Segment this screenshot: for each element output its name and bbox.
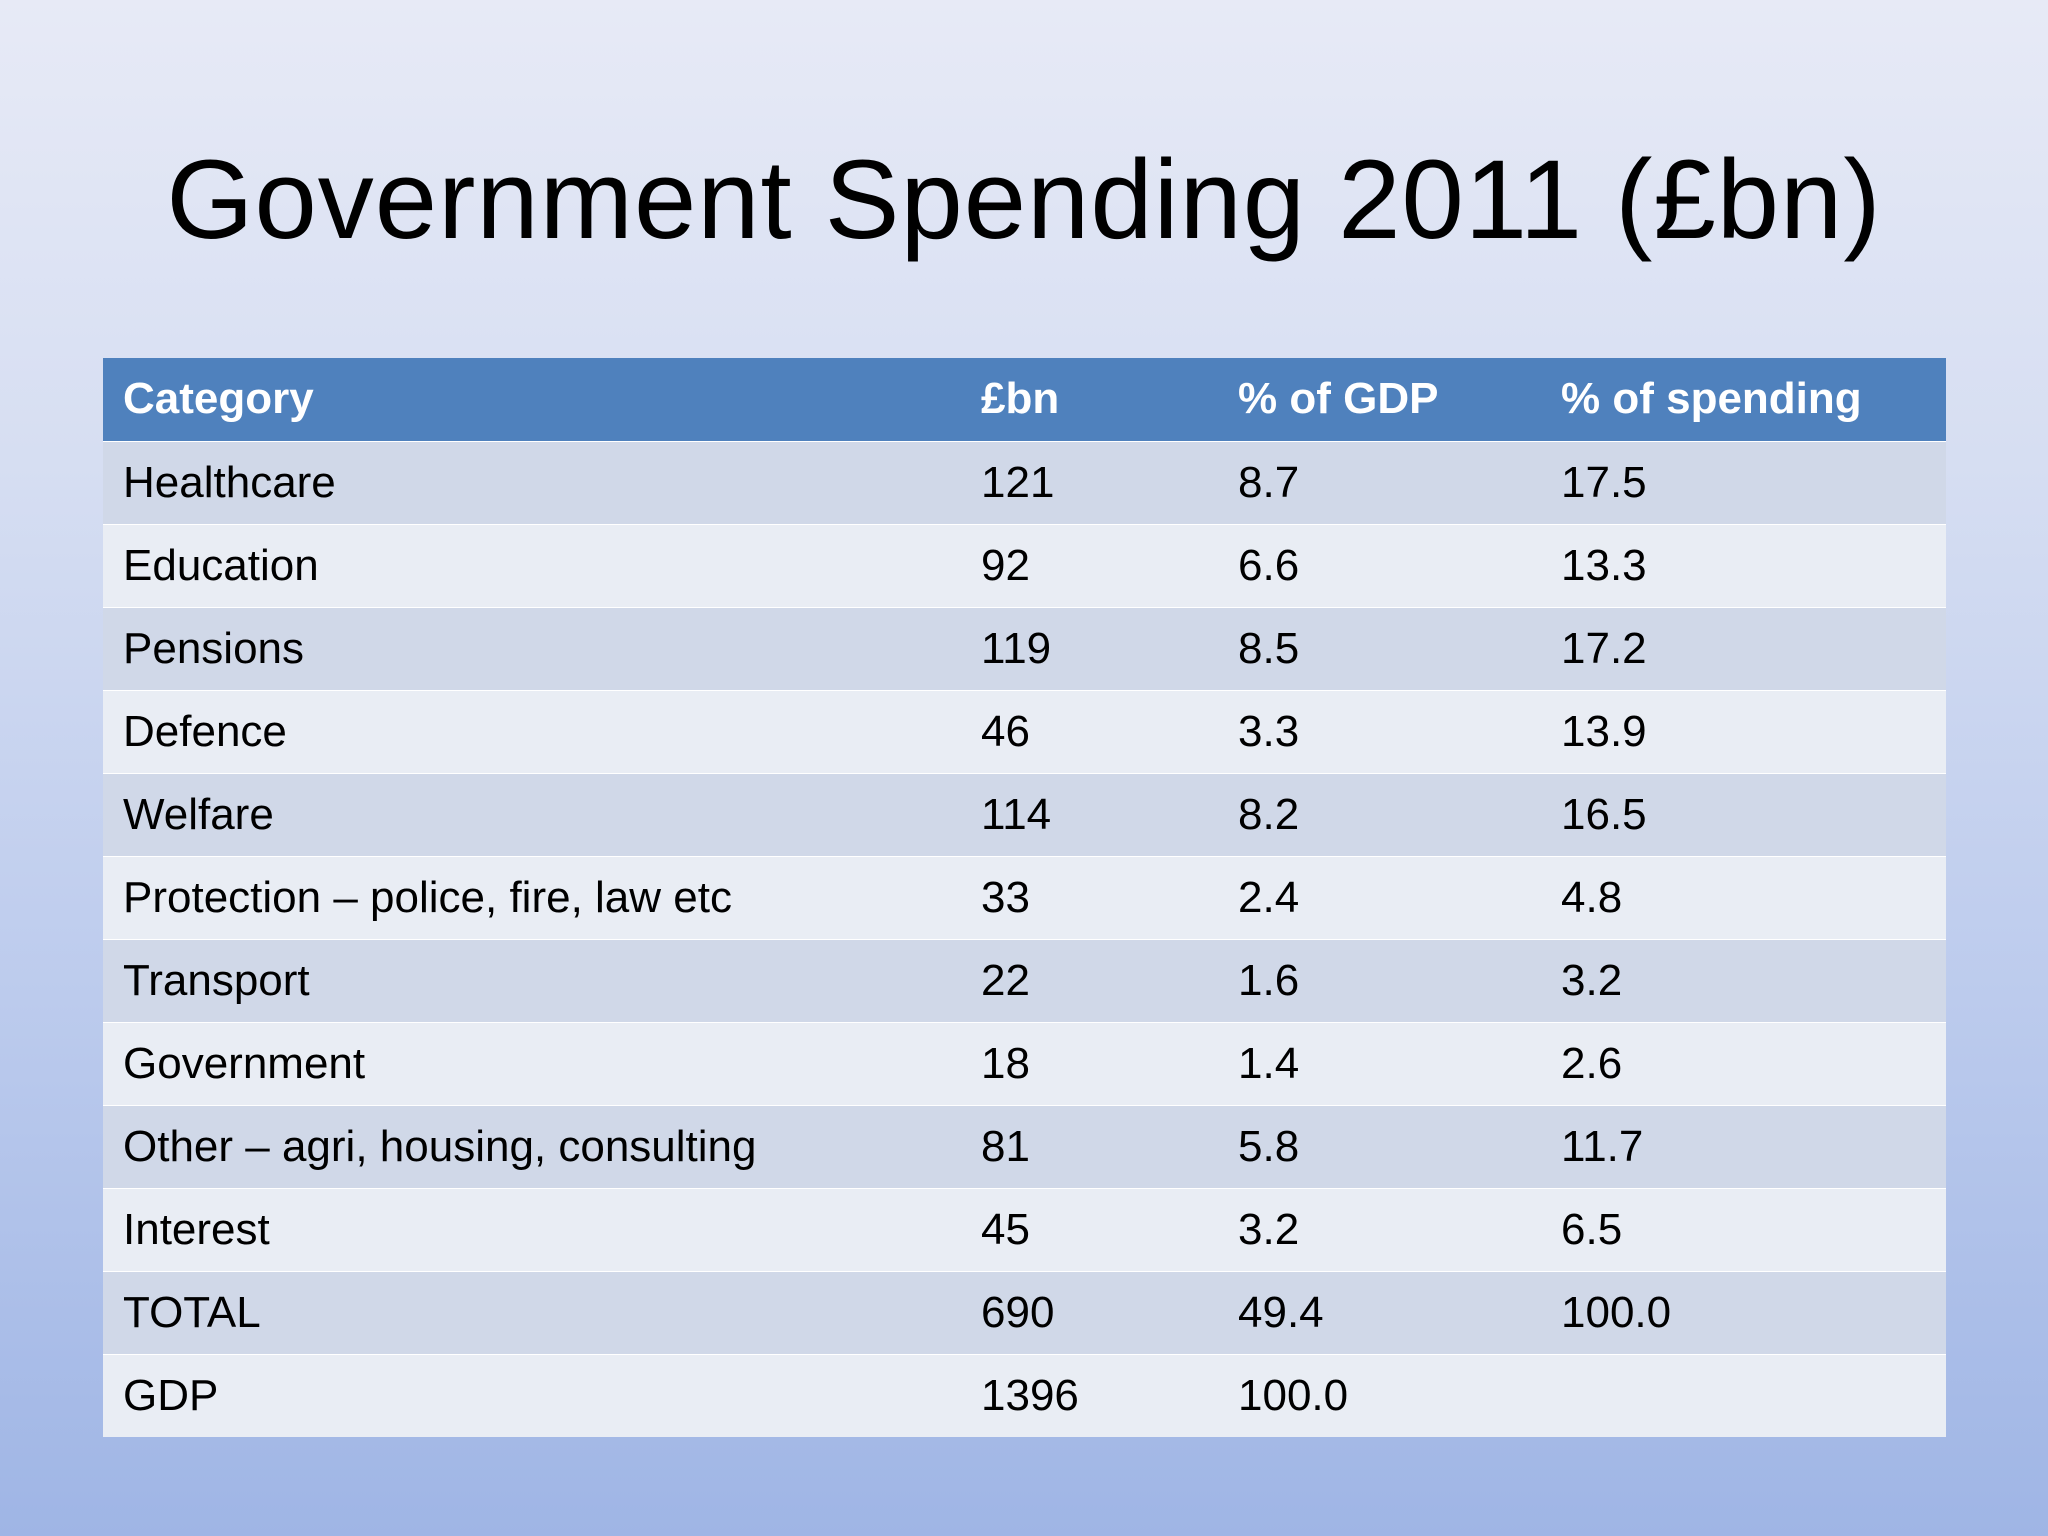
header-pct-gdp: % of GDP [1238,374,1439,424]
cell-category: Education [123,540,319,590]
cell-pct-spending: 100.0 [1561,1287,1672,1337]
cell-pct-spending [1541,1354,1946,1437]
cell-pct-spending: 17.5 [1561,457,1647,507]
cell-pct-gdp: 8.7 [1238,457,1300,507]
cell-category: Healthcare [123,457,336,507]
cell-bn: 121 [981,457,1055,507]
cell-bn: 92 [981,540,1030,590]
cell-bn: 114 [981,789,1052,839]
table-row: Welfare 114 8.2 16.5 [103,773,1946,856]
cell-bn: 22 [981,955,1030,1005]
cell-bn: 45 [981,1204,1030,1254]
cell-bn: 81 [981,1121,1030,1171]
cell-pct-spending: 4.8 [1561,872,1623,922]
cell-pct-gdp: 49.4 [1238,1287,1324,1337]
cell-category: Pensions [123,623,305,673]
cell-pct-spending: 11.7 [1561,1121,1644,1171]
cell-category: Government [123,1038,366,1088]
table-header-row: Category £bn % of GDP % of spending [103,358,1946,441]
table-row: Education 92 6.6 13.3 [103,524,1946,607]
cell-pct-gdp: 8.5 [1238,623,1300,673]
cell-pct-gdp: 8.2 [1238,789,1300,839]
table-row: Healthcare 121 8.7 17.5 [103,441,1946,524]
cell-category: Interest [123,1204,270,1254]
cell-category: Protection – police, fire, law etc [123,872,732,922]
table-row: Government 18 1.4 2.6 [103,1022,1946,1105]
cell-bn: 18 [981,1038,1030,1088]
cell-bn: 1396 [981,1370,1079,1420]
cell-pct-spending: 13.3 [1561,540,1647,590]
header-pct-spending: % of spending [1561,374,1862,424]
cell-bn: 119 [981,623,1052,673]
cell-pct-spending: 6.5 [1561,1204,1623,1254]
cell-pct-spending: 17.2 [1561,623,1647,673]
spending-table: Category £bn % of GDP % of spending Heal… [103,358,1946,1437]
slide-title: Government Spending 2011 (£bn) [166,137,1882,262]
table-row-total: TOTAL 690 49.4 100.0 [103,1271,1946,1354]
cell-category: TOTAL [123,1287,261,1337]
table-row-gdp: GDP 1396 100.0 [103,1354,1946,1437]
cell-bn: 33 [981,872,1030,922]
cell-pct-gdp: 3.2 [1238,1204,1300,1254]
cell-pct-gdp: 1.6 [1238,955,1300,1005]
cell-pct-spending: 16.5 [1561,789,1647,839]
cell-category: GDP [123,1370,219,1420]
cell-bn: 46 [981,706,1030,756]
cell-pct-gdp: 5.8 [1238,1121,1300,1171]
cell-pct-spending: 13.9 [1561,706,1647,756]
table-row: Pensions 119 8.5 17.2 [103,607,1946,690]
header-category: Category [123,374,314,424]
header-bn: £bn [981,374,1060,424]
cell-category: Other – agri, housing, consulting [123,1121,757,1171]
cell-pct-gdp: 1.4 [1238,1038,1300,1088]
cell-pct-gdp: 3.3 [1238,706,1300,756]
cell-category: Welfare [123,789,274,839]
cell-pct-spending: 2.6 [1561,1038,1623,1088]
cell-category: Transport [123,955,310,1005]
cell-bn: 690 [981,1287,1055,1337]
cell-pct-gdp: 2.4 [1238,872,1300,922]
table-row: Defence 46 3.3 13.9 [103,690,1946,773]
cell-pct-gdp: 100.0 [1238,1370,1349,1420]
table-row: Other – agri, housing, consulting 81 5.8… [103,1105,1946,1188]
table-row: Interest 45 3.2 6.5 [103,1188,1946,1271]
cell-pct-gdp: 6.6 [1238,540,1300,590]
table-row: Protection – police, fire, law etc 33 2.… [103,856,1946,939]
table-row: Transport 22 1.6 3.2 [103,939,1946,1022]
cell-pct-spending: 3.2 [1561,955,1623,1005]
cell-category: Defence [123,706,287,756]
